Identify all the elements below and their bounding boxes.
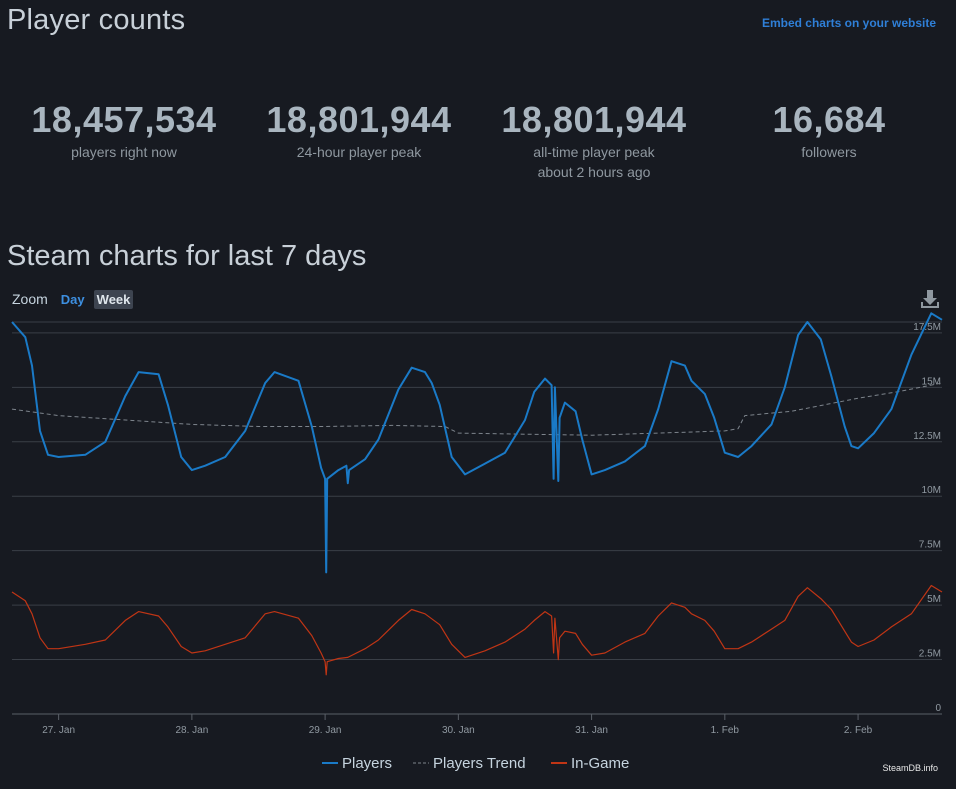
stat-value: 16,684 <box>772 99 886 140</box>
x-tick-label: 30. Jan <box>442 725 475 736</box>
x-tick-label: 27. Jan <box>42 725 75 736</box>
y-tick-label: 12.5M <box>913 431 941 442</box>
x-tick-label: 31. Jan <box>575 725 608 736</box>
y-tick-label: 5M <box>927 594 941 605</box>
zoom-week-button[interactable]: Week <box>93 289 134 309</box>
x-tick-label: 2. Feb <box>844 725 873 736</box>
stat-label: players right now <box>71 144 177 160</box>
x-tick-label: 1. Feb <box>711 725 740 736</box>
zoom-label: Zoom <box>12 291 48 307</box>
stat-all-time-peak: 18,801,944 all-time player peak about 2 … <box>494 98 694 182</box>
player-count-chart: 0 2.5M 5M 7.5M 10M 12.5M 15M 17.5M 27. Jan 28. Ja… <box>11 312 943 772</box>
y-tick-label: 7.5M <box>919 540 941 551</box>
download-icon[interactable] <box>919 288 941 310</box>
x-tick-label: 29. Jan <box>309 725 342 736</box>
stat-value: 18,801,944 <box>266 99 452 140</box>
section-title: Steam charts for last 7 days <box>7 240 367 272</box>
y-tick-label: 2.5M <box>919 649 941 660</box>
legend-item: Players Trend <box>433 755 526 772</box>
zoom-day-button[interactable]: Day <box>60 291 85 307</box>
stat-label: all-time player peak <box>533 144 655 160</box>
zoom-controls: Zoom Day Week <box>12 288 139 310</box>
stat-followers: 16,684 followers <box>729 98 929 162</box>
stat-sublabel: about 2 hours ago <box>537 164 651 180</box>
series-line-in-game <box>11 584 943 676</box>
stat-value: 18,457,534 <box>31 99 217 140</box>
stat-label: followers <box>801 144 857 160</box>
stat-24h-peak: 18,801,944 24-hour player peak <box>259 98 459 162</box>
y-tick-label: 15M <box>922 376 941 387</box>
stat-label: 24-hour player peak <box>296 144 422 160</box>
stats-row: 18,457,534 players right now 18,801,944 … <box>0 98 956 198</box>
embed-charts-link[interactable]: Embed charts on your website <box>761 16 936 30</box>
stat-players-now: 18,457,534 players right now <box>24 98 224 162</box>
page-title: Player counts <box>7 4 186 36</box>
legend-item: Players <box>342 755 392 772</box>
stat-value: 18,801,944 <box>501 99 687 140</box>
legend-item: In-Game <box>571 755 629 772</box>
y-tick-label: 17.5M <box>913 322 941 333</box>
series-line-players <box>11 312 943 574</box>
steamdb-credit: SteamDB.info <box>882 763 938 773</box>
x-tick-label: 28. Jan <box>175 725 208 736</box>
series-line-players-trend <box>11 382 943 436</box>
y-tick-label: 0 <box>935 703 941 714</box>
y-tick-label: 10M <box>922 485 941 496</box>
